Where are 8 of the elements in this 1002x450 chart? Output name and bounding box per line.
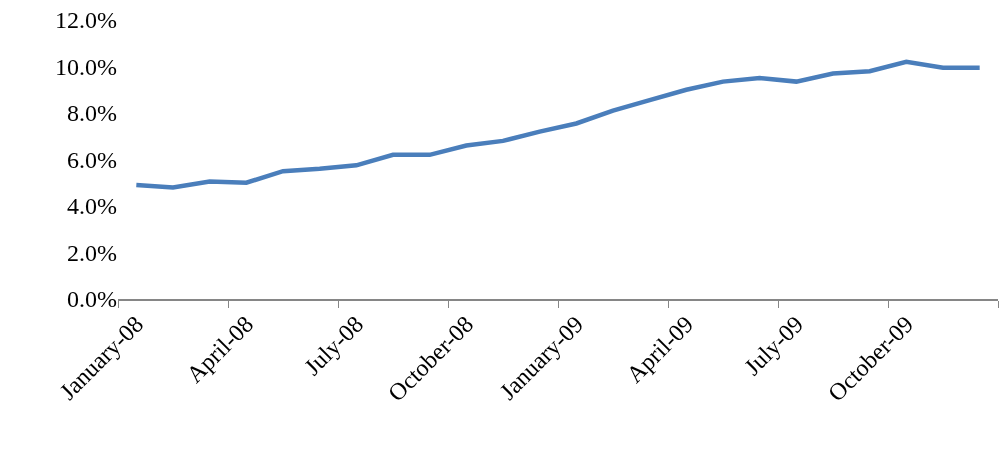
y-tick-label: 12.0% xyxy=(55,7,117,34)
y-tick-label: 4.0% xyxy=(67,193,117,220)
line-series xyxy=(134,59,982,190)
y-tick-label: 2.0% xyxy=(67,239,117,266)
y-tick-label: 8.0% xyxy=(67,100,117,127)
y-tick-label: 0.0% xyxy=(67,286,117,313)
y-tick-label: 10.0% xyxy=(55,53,117,80)
y-tick-label: 6.0% xyxy=(67,146,117,173)
